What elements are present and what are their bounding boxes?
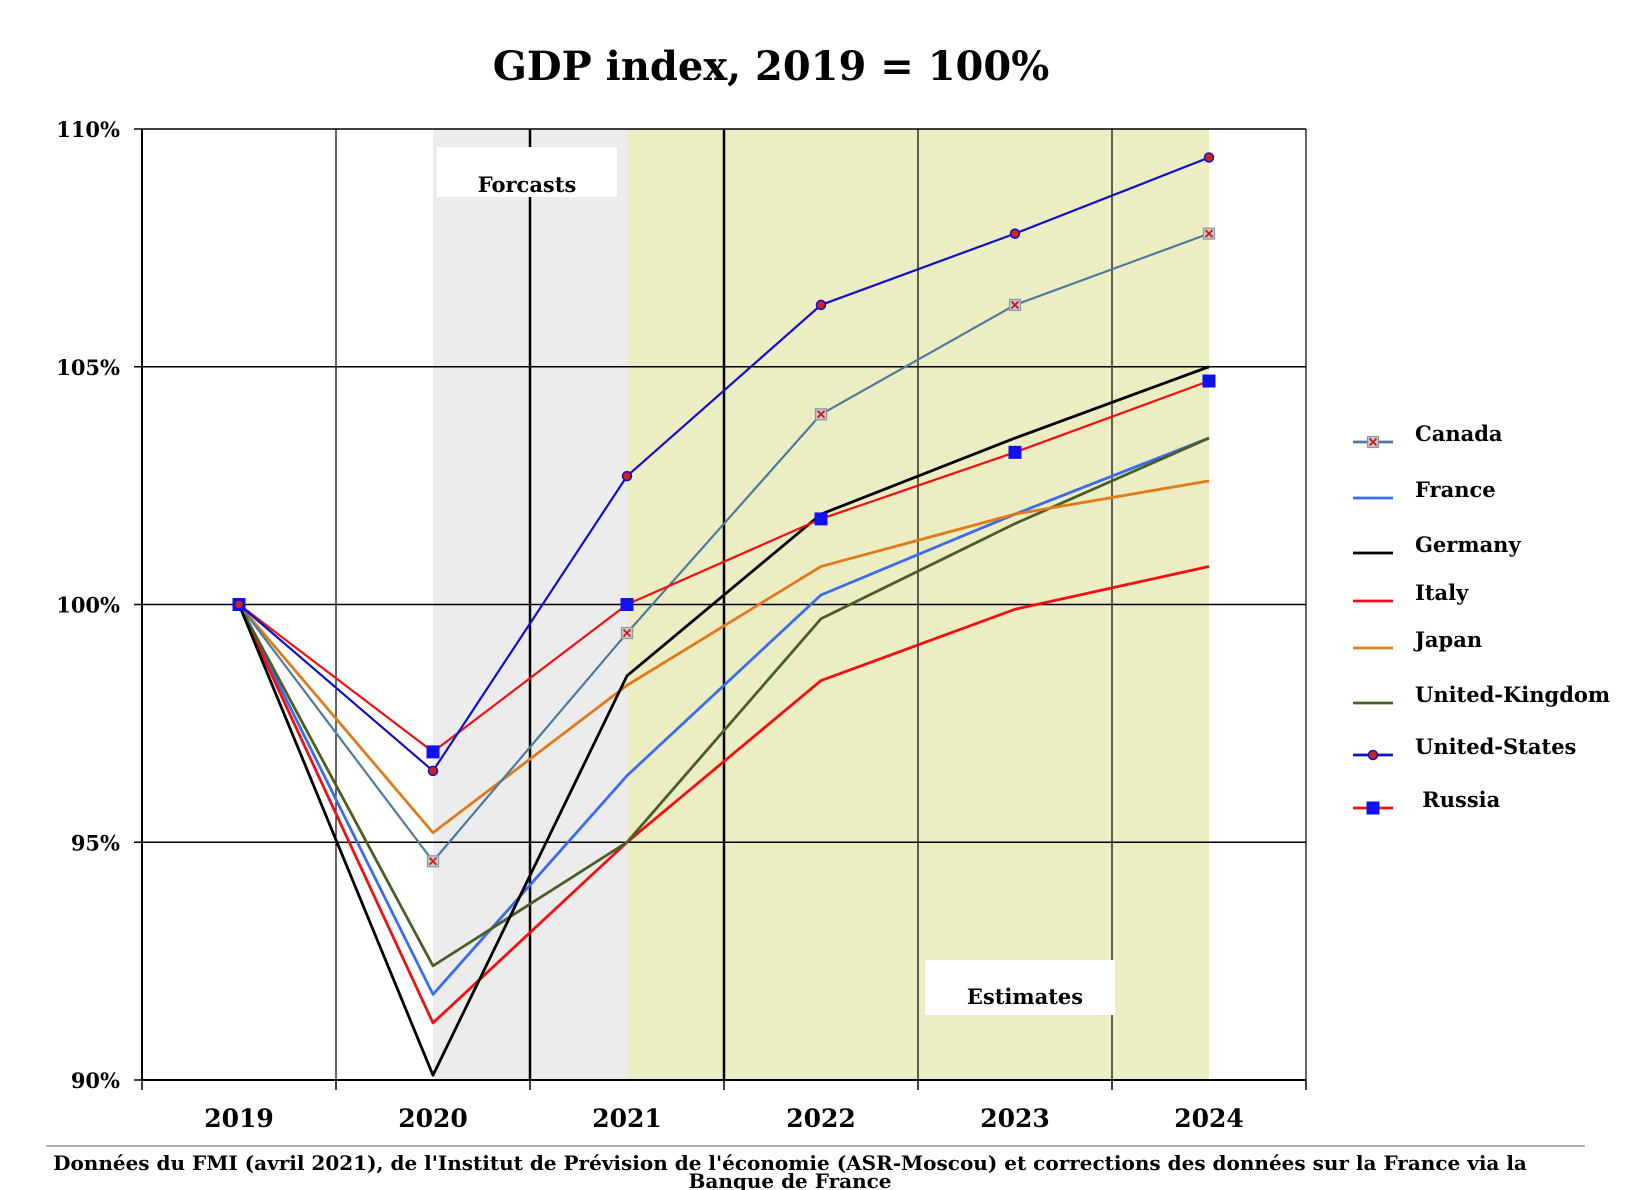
data-point — [814, 512, 828, 526]
y-tick-label: 95% — [71, 830, 120, 855]
series-line — [237, 365, 1210, 1077]
data-point — [1203, 152, 1215, 163]
data-point-cross — [1204, 229, 1214, 238]
series-line — [237, 565, 1210, 1025]
source-note-line-2: Banque de France — [688, 1169, 891, 1190]
data-point-cross — [816, 410, 826, 419]
x-tick-label: 2023 — [980, 1104, 1050, 1133]
y-tick-label: 100% — [56, 593, 120, 618]
legend-label: Japan — [1413, 627, 1482, 652]
data-point — [621, 470, 633, 482]
chart-title: GDP index, 2019 = 100% — [493, 43, 1049, 90]
data-point — [1366, 801, 1380, 815]
forecasts-label-box — [437, 147, 617, 197]
data-point — [426, 745, 440, 759]
source-note-line-1: Données du FMI (avril 2021), de l'Instit… — [53, 1151, 1527, 1175]
series-line — [238, 379, 1210, 754]
series-line — [238, 232, 1210, 863]
data-point — [427, 765, 439, 777]
x-tick-label: 2024 — [1174, 1104, 1244, 1133]
y-tick-label: 105% — [56, 355, 120, 380]
legend-label: Canada — [1415, 421, 1503, 446]
y-tick-label: 110% — [56, 117, 120, 142]
series-line — [238, 156, 1210, 773]
data-point — [1367, 749, 1379, 761]
legend-label: United-States — [1415, 734, 1576, 759]
data-point-cross — [622, 628, 632, 638]
legend-label: Germany — [1415, 532, 1521, 557]
data-point — [1009, 228, 1021, 239]
y-tick-label: 90% — [71, 1068, 120, 1093]
data-point — [233, 599, 245, 610]
data-point — [1008, 445, 1022, 459]
estimates-label: Estimates — [967, 984, 1083, 1009]
estimates-label-box — [925, 960, 1115, 1015]
data-point — [815, 299, 827, 311]
legend-label: United-Kingdom — [1415, 682, 1610, 707]
x-tick-label: 2021 — [592, 1104, 662, 1133]
series-line — [237, 479, 1210, 835]
legend-label: Italy — [1415, 580, 1469, 605]
x-tick-label: 2022 — [786, 1104, 856, 1133]
data-point — [1202, 374, 1216, 388]
data-point-cross — [1010, 300, 1020, 310]
x-tick-label: 2019 — [204, 1104, 274, 1133]
data-point-cross — [428, 857, 438, 866]
data-point — [620, 598, 634, 611]
forecasts-label: Forcasts — [478, 172, 577, 197]
series-line — [237, 436, 1210, 996]
legend-label: Russia — [1415, 787, 1501, 812]
data-point-cross — [1368, 437, 1378, 447]
legend-label: France — [1415, 477, 1496, 502]
x-tick-label: 2020 — [398, 1104, 468, 1133]
